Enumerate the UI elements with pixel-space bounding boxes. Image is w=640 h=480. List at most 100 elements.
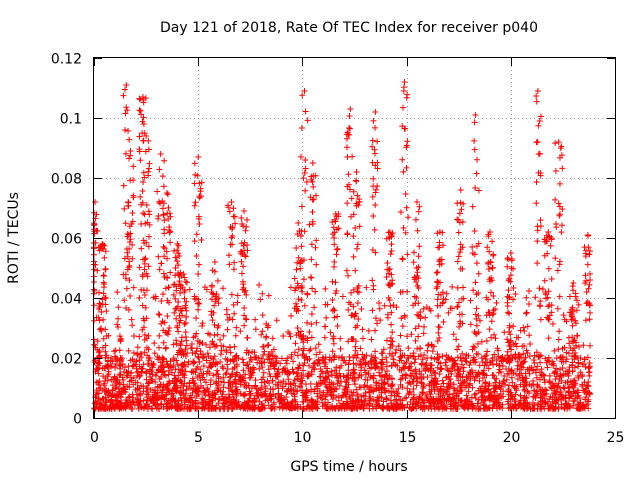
data-point bbox=[536, 150, 543, 157]
data-point bbox=[139, 188, 146, 195]
data-point bbox=[266, 352, 273, 359]
data-point bbox=[299, 92, 306, 99]
data-point bbox=[548, 385, 555, 392]
data-point bbox=[546, 316, 553, 323]
data-point bbox=[240, 391, 247, 398]
data-point bbox=[443, 374, 450, 381]
data-point bbox=[312, 345, 319, 352]
data-point bbox=[191, 380, 198, 387]
data-point bbox=[383, 403, 390, 410]
data-point bbox=[241, 252, 248, 259]
data-point bbox=[155, 311, 162, 318]
data-point bbox=[575, 363, 582, 370]
peak-point bbox=[195, 154, 202, 160]
data-point bbox=[154, 390, 161, 397]
data-point bbox=[238, 377, 245, 384]
data-point bbox=[380, 381, 387, 388]
data-point bbox=[524, 350, 531, 357]
data-point bbox=[192, 171, 199, 178]
peak-point bbox=[127, 148, 134, 154]
data-point bbox=[579, 383, 586, 390]
data-point bbox=[244, 334, 251, 341]
data-point bbox=[230, 301, 237, 308]
data-point bbox=[228, 405, 235, 412]
data-point bbox=[503, 376, 510, 383]
data-point bbox=[482, 388, 489, 395]
data-point bbox=[190, 400, 197, 407]
data-point bbox=[312, 288, 319, 295]
data-point bbox=[307, 274, 314, 281]
data-point bbox=[124, 107, 131, 114]
data-point bbox=[226, 261, 233, 268]
data-point bbox=[410, 376, 417, 383]
data-point bbox=[143, 400, 150, 407]
data-point bbox=[559, 345, 566, 352]
data-point bbox=[146, 160, 153, 167]
data-point bbox=[264, 377, 271, 384]
data-point bbox=[142, 304, 149, 311]
data-point bbox=[268, 359, 275, 366]
data-point bbox=[308, 173, 315, 180]
data-point bbox=[506, 382, 513, 389]
data-point bbox=[145, 243, 152, 250]
data-point bbox=[327, 384, 334, 391]
data-point bbox=[144, 273, 151, 280]
data-point bbox=[439, 289, 446, 296]
data-point bbox=[140, 237, 147, 244]
data-point bbox=[230, 205, 237, 212]
data-point bbox=[91, 230, 98, 237]
data-point bbox=[139, 256, 146, 263]
data-point bbox=[458, 206, 465, 213]
data-point bbox=[404, 138, 411, 145]
data-point bbox=[486, 326, 493, 333]
data-point bbox=[310, 183, 317, 190]
data-point bbox=[163, 403, 170, 410]
data-point bbox=[541, 395, 548, 402]
data-point bbox=[506, 359, 513, 366]
data-point bbox=[357, 345, 364, 352]
data-point bbox=[372, 365, 379, 372]
data-point bbox=[542, 289, 549, 296]
data-point bbox=[112, 375, 119, 382]
data-point bbox=[122, 127, 129, 133]
data-point bbox=[402, 229, 409, 236]
data-point bbox=[308, 310, 315, 317]
peak-point bbox=[157, 151, 164, 157]
data-point bbox=[534, 238, 541, 245]
data-point bbox=[350, 360, 357, 367]
data-point bbox=[586, 316, 593, 323]
data-point bbox=[293, 308, 300, 315]
data-point bbox=[378, 350, 385, 357]
data-point bbox=[109, 382, 116, 389]
data-point bbox=[526, 288, 533, 295]
data-point bbox=[121, 86, 128, 93]
data-point bbox=[334, 245, 341, 252]
data-point bbox=[474, 340, 481, 347]
data-point bbox=[177, 290, 184, 297]
data-point bbox=[322, 396, 329, 403]
data-point bbox=[354, 351, 361, 358]
data-point bbox=[169, 390, 176, 397]
data-point bbox=[319, 399, 326, 406]
data-point bbox=[151, 340, 158, 347]
data-point bbox=[155, 253, 162, 260]
data-point bbox=[294, 373, 301, 380]
data-point bbox=[290, 380, 297, 387]
data-point bbox=[414, 227, 421, 234]
data-point bbox=[565, 385, 572, 392]
data-point bbox=[160, 364, 167, 371]
data-point bbox=[331, 229, 338, 236]
data-point bbox=[558, 358, 565, 365]
data-point bbox=[256, 365, 263, 372]
data-point bbox=[156, 394, 163, 401]
data-point bbox=[510, 285, 517, 292]
y-axis-ticks: 00.020.040.060.080.10.12 bbox=[51, 52, 615, 428]
y-tick-label: 0.02 bbox=[51, 352, 82, 368]
data-point bbox=[410, 386, 417, 393]
data-point bbox=[146, 366, 153, 373]
data-point bbox=[435, 279, 442, 286]
data-point bbox=[558, 396, 565, 403]
data-point bbox=[331, 241, 338, 248]
data-point bbox=[403, 359, 410, 366]
data-point bbox=[504, 299, 511, 306]
